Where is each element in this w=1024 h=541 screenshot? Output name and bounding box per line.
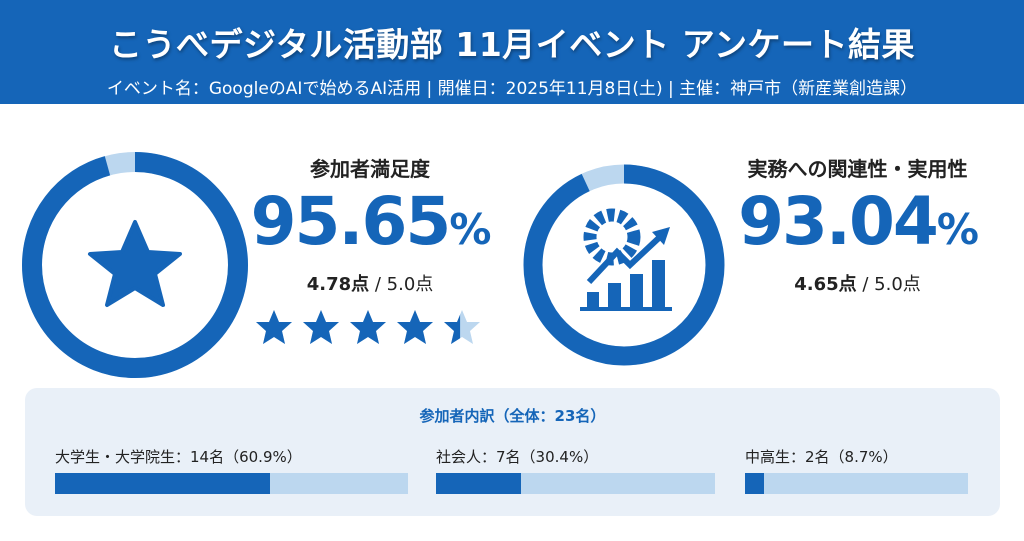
rating-star-icon: [350, 310, 386, 344]
ring-fill: [22, 152, 248, 378]
metric-percent: 95.65%: [250, 183, 492, 260]
event-info: イベント名：GoogleのAIで始めるAI活用 | 開催日：2025年11月8日…: [106, 79, 918, 99]
group-bar-fill: [55, 473, 270, 494]
rating-star-icon: [303, 310, 339, 344]
group-bar-fill: [436, 473, 521, 494]
gear-chart-icon: [580, 208, 672, 311]
group-label: 社会人：7名（30.4%）: [436, 448, 599, 466]
group-bar: [745, 473, 968, 494]
group-bar-fill: [745, 473, 765, 494]
ring-fill: [523, 164, 725, 366]
metric-percent: 93.04%: [738, 183, 979, 260]
group-university: 大学生・大学院生：14名（60.9%）: [55, 446, 408, 494]
metric-satisfaction: 参加者満足度 95.65% 4.78点 / 5.0点: [240, 153, 500, 296]
group-bar: [436, 473, 715, 494]
participant-breakdown: 参加者内訳（全体：23名） 大学生・大学院生：14名（60.9%） 社会人：7名…: [25, 388, 1000, 516]
group-bar: [55, 473, 408, 494]
group-label: 中高生：2名（8.7%）: [745, 448, 898, 466]
rating-star-icon: [397, 310, 433, 344]
group-label: 大学生・大学院生：14名（60.9%）: [55, 448, 302, 466]
metric-title: 参加者満足度: [310, 157, 430, 181]
breakdown-title: 参加者内訳（全体：23名）: [419, 407, 606, 425]
metric-score: 4.78点 / 5.0点: [306, 274, 434, 295]
header: こうべデジタル活動部 11月イベント アンケート結果 イベント名：Googleの…: [0, 0, 1024, 104]
metric-relevance: 実務への関連性・実用性 93.04% 4.65点 / 5.0点: [720, 153, 995, 296]
satisfaction-ring: [22, 152, 248, 378]
rating-stars: [255, 308, 481, 346]
metric-score: 4.65点 / 5.0点: [794, 274, 921, 295]
group-highschool: 中高生：2名（8.7%）: [745, 446, 968, 494]
metric-title: 実務への関連性・実用性: [747, 157, 968, 181]
relevance-ring: [523, 164, 725, 366]
rating-star-icon: [256, 310, 292, 344]
star-icon: [88, 220, 182, 307]
rating-star-icon: [444, 310, 480, 344]
page-title: こうべデジタル活動部 11月イベント アンケート結果: [109, 25, 915, 64]
group-working: 社会人：7名（30.4%）: [436, 446, 715, 494]
